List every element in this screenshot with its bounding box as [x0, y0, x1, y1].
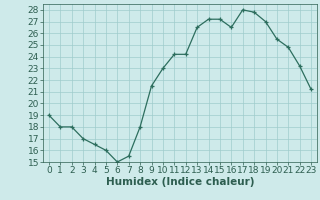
X-axis label: Humidex (Indice chaleur): Humidex (Indice chaleur): [106, 177, 254, 187]
